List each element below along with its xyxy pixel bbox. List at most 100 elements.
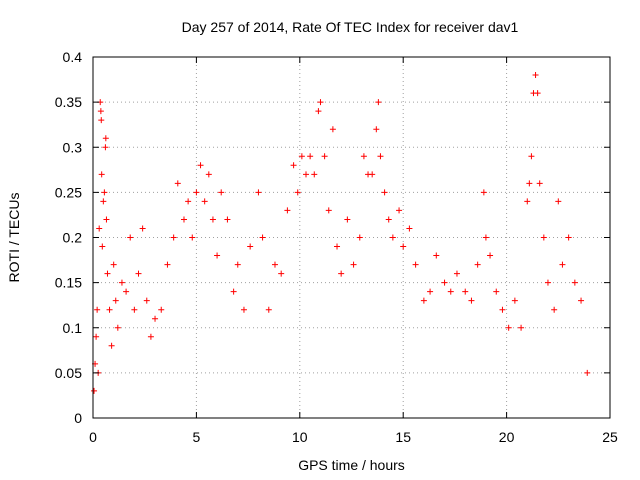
x-axis-label: GPS time / hours	[298, 457, 405, 473]
data-point	[338, 270, 345, 277]
grid-lines	[93, 57, 610, 418]
data-point	[544, 279, 551, 286]
data-points	[91, 72, 591, 394]
y-tick-label: 0.2	[63, 230, 83, 246]
data-point	[462, 288, 469, 295]
data-point	[218, 189, 225, 196]
x-tick-label: 5	[193, 429, 201, 445]
data-point	[284, 207, 291, 214]
data-point	[110, 261, 117, 268]
data-point	[493, 288, 500, 295]
data-point	[118, 279, 125, 286]
data-point	[540, 234, 547, 241]
data-point	[505, 324, 512, 331]
data-point	[201, 198, 208, 205]
data-point	[189, 234, 196, 241]
data-point	[321, 153, 328, 160]
data-point	[185, 198, 192, 205]
data-point	[290, 162, 297, 169]
data-point	[255, 189, 262, 196]
data-point	[298, 153, 305, 160]
data-point	[259, 234, 266, 241]
data-point	[100, 198, 107, 205]
x-tick-label: 20	[499, 429, 515, 445]
data-point	[114, 324, 121, 331]
data-point	[360, 153, 367, 160]
y-tick-label: 0.1	[63, 320, 83, 336]
data-point	[453, 270, 460, 277]
data-point	[265, 306, 272, 313]
data-point	[143, 297, 150, 304]
data-point	[139, 225, 146, 232]
data-point	[385, 216, 392, 223]
data-point	[230, 288, 237, 295]
data-point	[101, 189, 108, 196]
data-point	[271, 261, 278, 268]
data-point	[98, 117, 105, 124]
data-point	[350, 261, 357, 268]
data-point	[108, 342, 115, 349]
data-point	[98, 171, 105, 178]
data-point	[311, 171, 318, 178]
data-point	[131, 306, 138, 313]
data-point	[91, 387, 98, 394]
data-point	[317, 99, 324, 106]
data-point	[487, 252, 494, 259]
data-point	[571, 279, 578, 286]
data-point	[315, 108, 322, 115]
data-point	[174, 180, 181, 187]
data-point	[555, 198, 562, 205]
data-point	[205, 171, 212, 178]
data-point	[344, 216, 351, 223]
y-tick-label: 0.15	[55, 275, 82, 291]
data-point	[511, 297, 518, 304]
data-point	[152, 315, 159, 322]
data-point	[559, 261, 566, 268]
data-point	[106, 306, 113, 313]
data-point	[412, 261, 419, 268]
data-point	[147, 333, 154, 340]
data-point	[551, 306, 558, 313]
data-point	[433, 252, 440, 259]
data-point	[578, 297, 585, 304]
data-point	[325, 207, 332, 214]
data-point	[303, 171, 310, 178]
y-tick-label: 0.4	[63, 49, 83, 65]
x-tick-label: 0	[89, 429, 97, 445]
y-tick-label: 0.3	[63, 139, 83, 155]
data-point	[447, 288, 454, 295]
data-point	[197, 162, 204, 169]
data-point	[518, 324, 525, 331]
data-point	[102, 144, 109, 151]
y-tick-label: 0	[74, 410, 82, 426]
axis-ticks: 0 0.05 0.1 0.15 0.2 0.25 0.3 0.35 0.4 0 5 10 15 20 25	[55, 49, 618, 445]
data-point	[526, 180, 533, 187]
data-point	[499, 306, 506, 313]
data-point	[104, 270, 111, 277]
data-point	[164, 261, 171, 268]
data-point	[193, 189, 200, 196]
data-point	[377, 153, 384, 160]
data-point	[307, 153, 314, 160]
data-point	[532, 72, 539, 79]
data-point	[565, 234, 572, 241]
chart-title: Day 257 of 2014, Rate Of TEC Index for r…	[182, 19, 519, 35]
y-tick-label: 0.05	[55, 365, 82, 381]
data-point	[294, 189, 301, 196]
x-tick-label: 25	[602, 429, 618, 445]
data-point	[135, 270, 142, 277]
data-point	[123, 288, 130, 295]
data-point	[224, 216, 231, 223]
data-point	[103, 216, 110, 223]
data-point	[96, 225, 103, 232]
data-point	[356, 234, 363, 241]
data-point	[158, 306, 165, 313]
y-tick-label: 0.25	[55, 184, 82, 200]
data-point	[373, 126, 380, 133]
data-point	[375, 99, 382, 106]
data-point	[278, 270, 285, 277]
data-point	[389, 234, 396, 241]
data-point	[247, 243, 254, 250]
